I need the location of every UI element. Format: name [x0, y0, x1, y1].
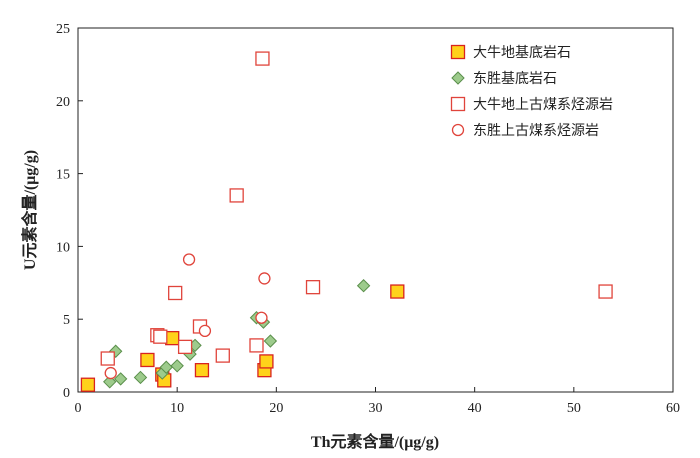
data-points: [80, 51, 613, 392]
y-tick-label: 25: [56, 22, 70, 37]
data-point: [80, 377, 96, 392]
data-point: [168, 285, 183, 301]
data-point: [140, 352, 155, 368]
data-point: [305, 280, 321, 295]
legend-marker: [450, 44, 466, 60]
series-2: [103, 279, 371, 389]
data-point: [229, 188, 244, 203]
legend-label: 大牛地基底岩石: [473, 44, 571, 61]
y-tick-label: 0: [63, 386, 70, 401]
data-point: [133, 370, 148, 385]
y-tick-label: 5: [63, 313, 70, 328]
data-point: [598, 284, 613, 299]
legend-item: 东胜基底岩石: [451, 70, 557, 87]
legend-label: 大牛地上古煤系烃源岩: [473, 97, 613, 113]
axis-ticks: 0 10 20 30 40 50 60 0 5 10 15 20 25: [56, 22, 680, 416]
data-point: [182, 253, 196, 266]
x-axis-title: Th元素含量/(μg/g): [311, 432, 439, 451]
x-tick-label: 20: [269, 401, 283, 416]
y-tick-label: 15: [56, 168, 70, 183]
data-point: [194, 363, 210, 378]
data-point: [255, 51, 270, 66]
legend-marker: [451, 123, 465, 137]
x-tick-label: 40: [468, 401, 482, 416]
data-point: [100, 351, 115, 366]
legend-item: 东胜上古煤系烃源岩: [451, 123, 599, 139]
series-1: [80, 284, 405, 392]
data-point: [198, 324, 212, 337]
data-point: [255, 311, 268, 324]
data-point: [259, 354, 274, 369]
data-point: [159, 360, 173, 374]
data-point: [153, 329, 168, 344]
series-3: [100, 51, 613, 366]
data-point: [390, 284, 405, 299]
series-4: [104, 253, 271, 380]
y-axis-title: U元素含量/(μg/g): [20, 150, 39, 270]
x-tick-label: 10: [170, 401, 184, 416]
data-point: [113, 372, 128, 386]
x-tick-label: 30: [369, 401, 383, 416]
data-point: [177, 339, 193, 355]
data-point: [258, 272, 271, 285]
y-tick-label: 20: [56, 95, 70, 110]
y-tick-label: 10: [56, 240, 70, 255]
legend-item: 大牛地上古煤系烃源岩: [450, 96, 613, 113]
data-point: [104, 366, 117, 380]
data-point: [170, 359, 184, 373]
data-point: [356, 279, 371, 293]
data-point: [215, 348, 230, 363]
legend-item: 大牛地基底岩石: [450, 44, 571, 61]
x-tick-label: 50: [567, 401, 581, 416]
x-tick-label: 60: [666, 401, 680, 416]
data-point: [165, 330, 180, 346]
legend-label: 东胜上古煤系烃源岩: [473, 123, 599, 139]
data-point: [263, 334, 278, 348]
x-tick-label: 0: [75, 401, 82, 416]
legend-label: 东胜基底岩石: [473, 70, 557, 87]
data-point: [249, 338, 264, 353]
legend-marker: [450, 96, 466, 112]
legend-marker: [451, 71, 465, 85]
